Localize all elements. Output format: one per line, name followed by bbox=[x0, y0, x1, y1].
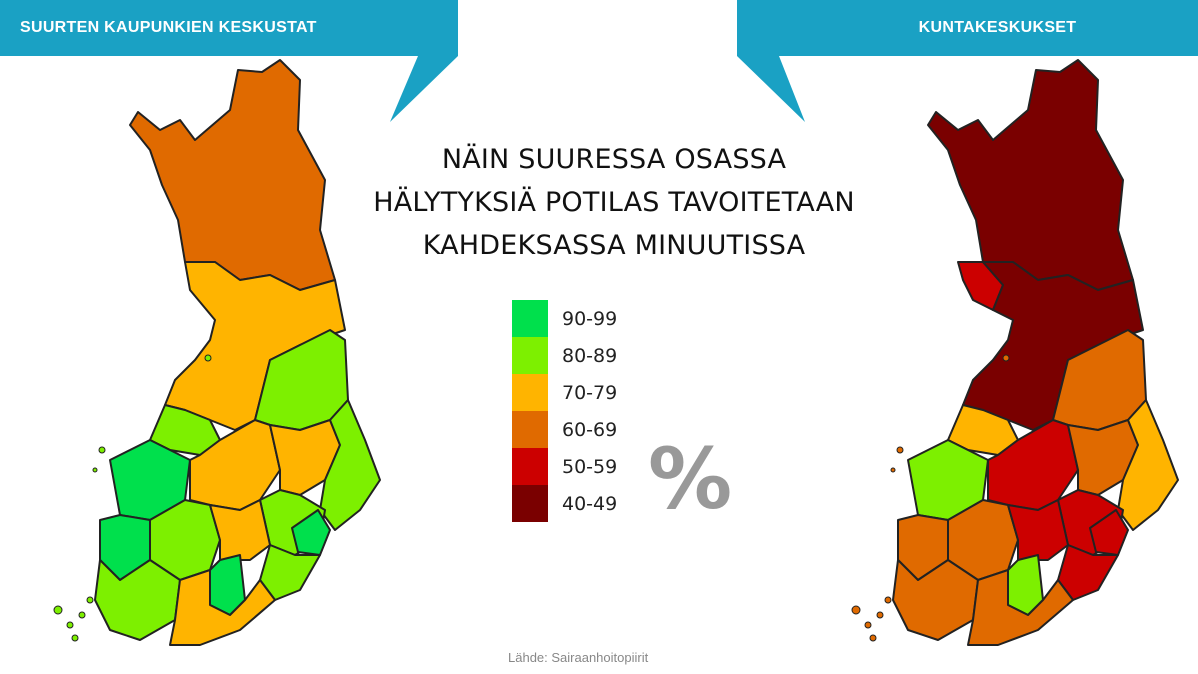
banner-left-label: SUURTEN KAUPUNKIEN KESKUSTAT bbox=[20, 19, 317, 36]
legend-swatch bbox=[512, 374, 548, 411]
legend-swatch bbox=[512, 411, 548, 448]
region-lapland bbox=[927, 59, 1134, 291]
banner-right-tail bbox=[737, 56, 805, 122]
region-lapland bbox=[129, 59, 336, 291]
legend-item: 70-79 bbox=[512, 374, 617, 411]
region-uusimaa bbox=[169, 569, 276, 646]
title-line-1: NÄIN SUURESSA OSASSA bbox=[441, 144, 787, 175]
legend-item: 80-89 bbox=[512, 337, 617, 374]
legend-label: 50-59 bbox=[562, 455, 618, 478]
title-line-3: KAHDEKSASSA MINUUTISSA bbox=[422, 230, 806, 261]
legend: 90-99 80-89 70-79 60-69 50-59 40-49 bbox=[512, 300, 617, 522]
page-title: NÄIN SUURESSA OSASSA HÄLYTYKSIÄ POTILAS … bbox=[360, 138, 868, 267]
legend-swatch bbox=[512, 300, 548, 337]
legend-label: 90-99 bbox=[562, 307, 618, 330]
legend-item: 60-69 bbox=[512, 411, 617, 448]
legend-label: 80-89 bbox=[562, 344, 618, 367]
legend-label: 60-69 bbox=[562, 418, 618, 441]
region-paijat-hame bbox=[209, 499, 271, 561]
legend-item: 50-59 bbox=[512, 448, 617, 485]
region-north-karelia bbox=[1117, 399, 1179, 531]
region-savonlinna bbox=[291, 509, 331, 556]
percent-unit: % bbox=[648, 430, 733, 528]
legend-item: 90-99 bbox=[512, 300, 617, 337]
legend-label: 40-49 bbox=[562, 492, 618, 515]
legend-swatch bbox=[512, 337, 548, 374]
region-north-karelia bbox=[319, 399, 381, 531]
region-uusimaa bbox=[967, 569, 1074, 646]
region-north-ostrobothnia bbox=[962, 261, 1144, 431]
legend-label: 70-79 bbox=[562, 381, 618, 404]
title-line-2: HÄLYTYKSIÄ POTILAS TAVOITETAAN bbox=[373, 187, 855, 218]
map-city-centres bbox=[53, 59, 381, 646]
banner-right: KUNTAKESKUKSET bbox=[737, 0, 1198, 56]
banner-left: SUURTEN KAUPUNKIEN KESKUSTAT bbox=[0, 0, 458, 56]
map-municipal-centres bbox=[851, 59, 1179, 646]
banner-left-tail bbox=[390, 56, 458, 122]
region-southwest-finland bbox=[892, 559, 979, 641]
legend-swatch bbox=[512, 448, 548, 485]
archipelago-left bbox=[53, 354, 212, 642]
legend-swatch bbox=[512, 485, 548, 522]
region-savonlinna bbox=[1089, 509, 1129, 556]
source-note: Lähde: Sairaanhoitopiirit bbox=[508, 650, 649, 665]
region-southwest-finland bbox=[94, 559, 181, 641]
banner-right-label: KUNTAKESKUKSET bbox=[918, 19, 1077, 36]
region-paijat-hame bbox=[1007, 499, 1069, 561]
legend-item: 40-49 bbox=[512, 485, 617, 522]
archipelago-right bbox=[851, 354, 1010, 642]
